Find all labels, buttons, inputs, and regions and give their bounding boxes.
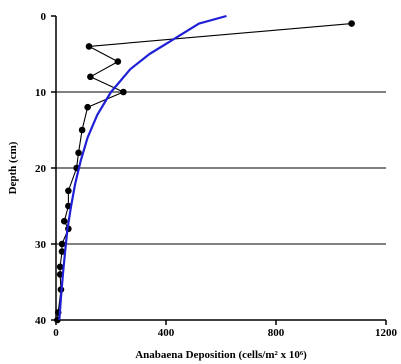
y-tick-label: 10 xyxy=(35,87,47,99)
data-point xyxy=(65,187,72,195)
x-axis-label: Anabaena Deposition (cells/m² x 10⁶) xyxy=(135,349,307,361)
data-point xyxy=(120,88,127,96)
data-point xyxy=(84,103,91,111)
data-connector-line xyxy=(56,23,352,321)
data-point xyxy=(60,217,68,225)
data-point xyxy=(56,263,64,271)
x-tick-label: 800 xyxy=(268,327,285,339)
y-tick-label: 20 xyxy=(35,163,47,175)
data-point xyxy=(348,20,355,27)
series-0 xyxy=(54,20,355,324)
y-axis-label: Depth (cm) xyxy=(7,141,19,194)
y-tick-label: 0 xyxy=(41,11,47,23)
data-point xyxy=(114,58,122,65)
series-1 xyxy=(58,14,227,321)
data-point xyxy=(58,240,66,248)
x-axis-ticks: 0 400 800 1200 xyxy=(53,320,398,339)
fitted-curve-line xyxy=(58,14,227,321)
y-axis-ticks: 0 10 20 30 40 xyxy=(35,11,56,327)
x-tick-label: 400 xyxy=(158,327,175,339)
data-point xyxy=(75,149,82,157)
x-tick-label: 0 xyxy=(53,327,59,339)
x-tick-label: 1200 xyxy=(375,327,398,339)
y-tick-label: 40 xyxy=(35,315,47,327)
y-tick-label: 30 xyxy=(35,239,47,251)
data-point xyxy=(85,43,93,50)
data-point xyxy=(78,126,86,134)
data-point xyxy=(87,73,94,81)
gridlines xyxy=(56,91,386,245)
series xyxy=(54,14,355,324)
data-point xyxy=(58,248,66,255)
